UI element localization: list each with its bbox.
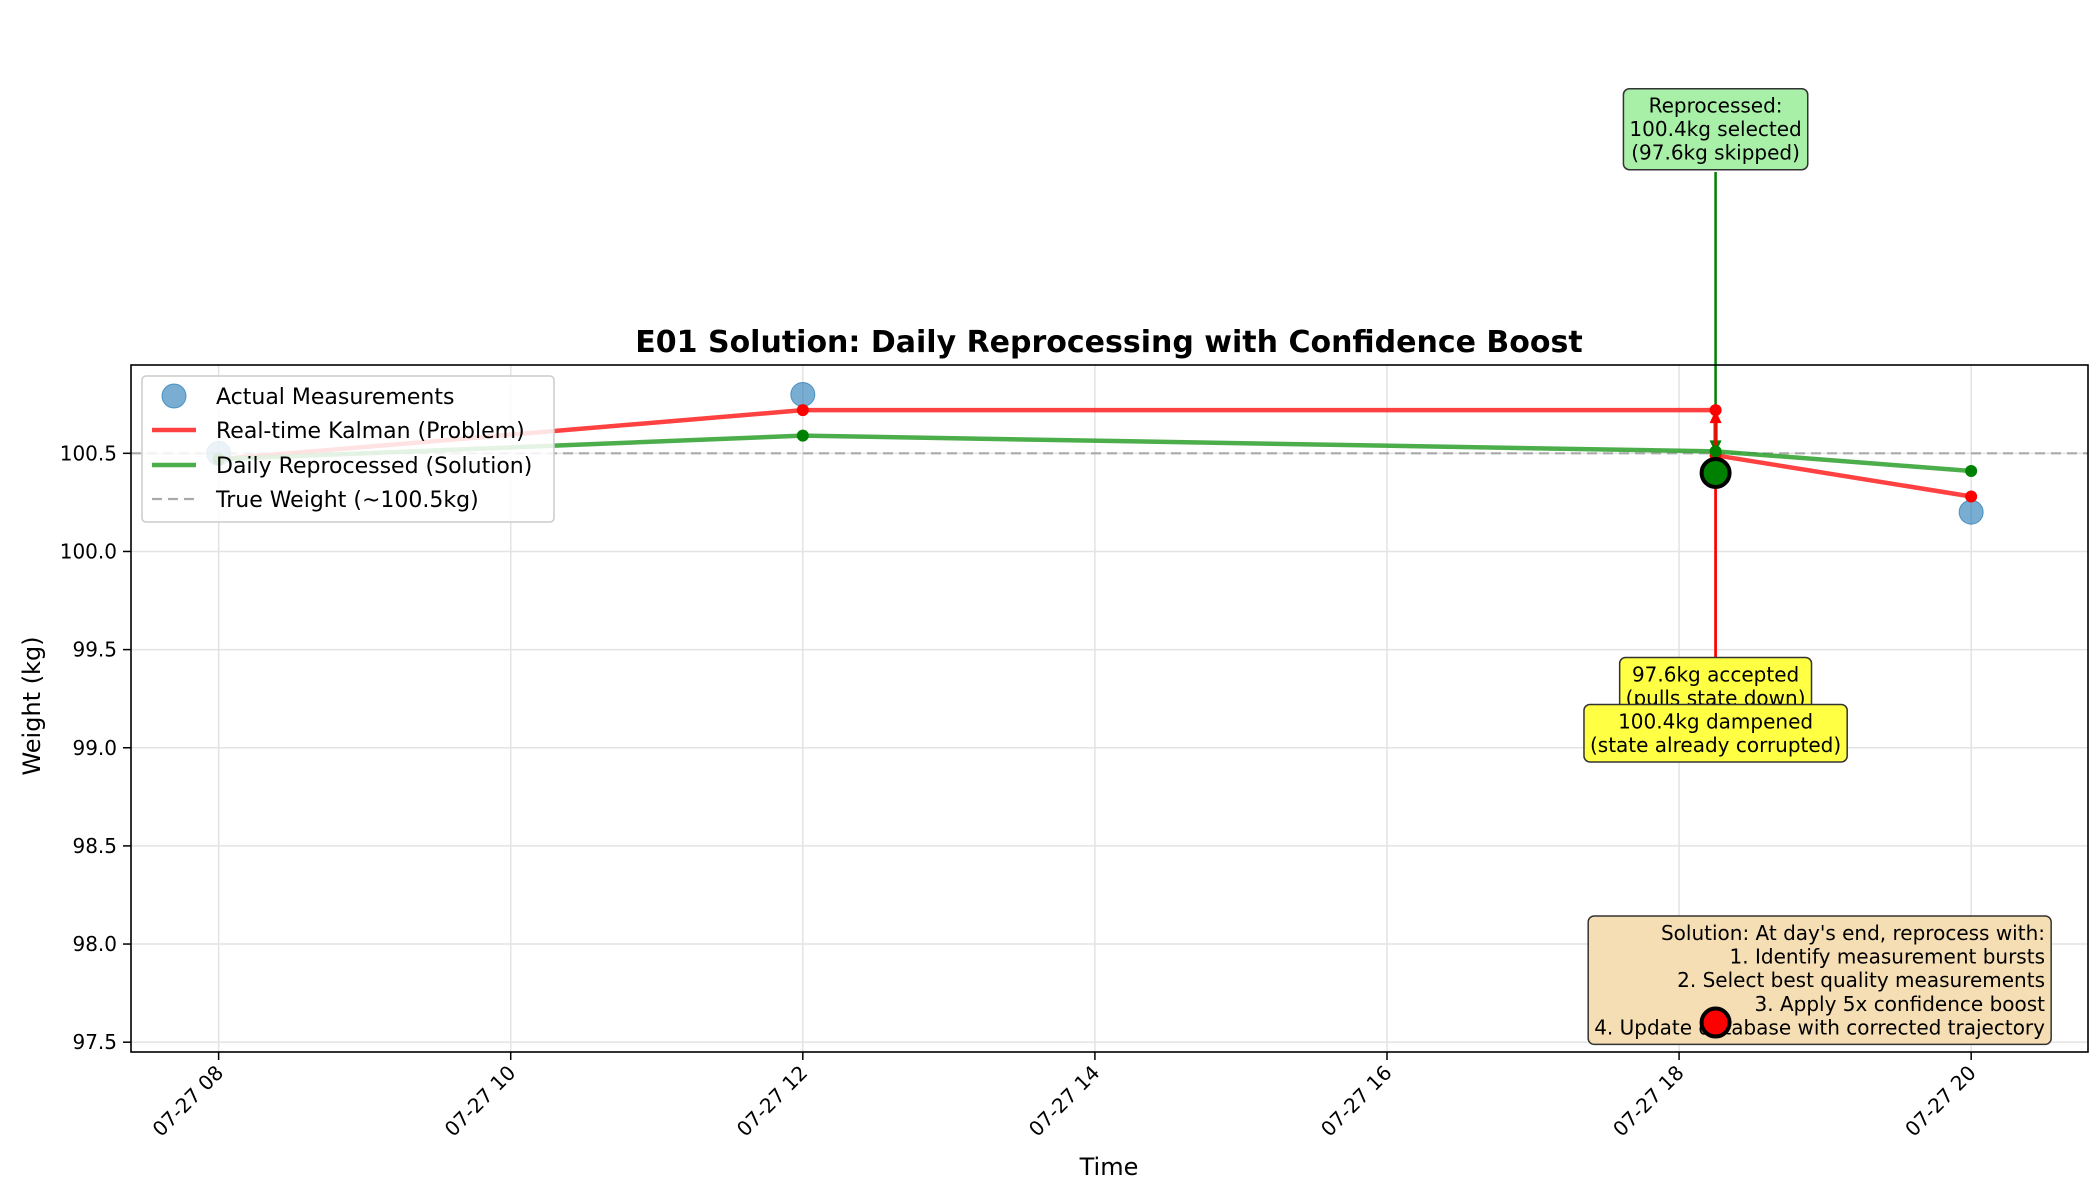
outlier-measurement-marker-top <box>1699 1006 1732 1039</box>
dampened-annotation-line: (state already corrupted) <box>1590 733 1841 757</box>
legend: Actual Measurements Real-time Kalman (Pro… <box>141 375 555 523</box>
y-tick-label: 98.5 <box>72 834 117 858</box>
accepted-annotation: 97.6kg accepted(pulls state down) <box>1618 656 1813 716</box>
daily-reprocessed-point <box>1965 464 1978 477</box>
reprocessed-annotation-line: (97.6kg skipped) <box>1631 141 1800 165</box>
measurement-point <box>1958 499 1984 525</box>
y-axis-label: Weight (kg) <box>18 636 46 775</box>
legend-box <box>141 375 555 523</box>
annotations: Reprocessed:100.4kg selected(97.6kg skip… <box>1583 87 2052 1046</box>
solution-info-box-line: 2. Select best quality measurements <box>1677 968 2045 992</box>
solution-info-box-line: 4. Update database with corrected trajec… <box>1594 1015 2045 1039</box>
solution-info-box: Solution: At day's end, reprocess with:1… <box>1587 915 2052 1046</box>
legend-label: Actual Measurements <box>216 385 454 410</box>
legend-label: True Weight (~100.5kg) <box>215 488 479 513</box>
solution-info-box-line: 1. Identify measurement bursts <box>1730 945 2045 969</box>
reprocessed-annotation: Reprocessed:100.4kg selected(97.6kg skip… <box>1622 87 1809 171</box>
selected-measurement-marker <box>1699 456 1732 489</box>
y-tick-label: 98.0 <box>72 932 117 956</box>
dampened-annotation-line: 100.4kg dampened <box>1618 709 1813 733</box>
daily-reprocessed-point <box>796 429 809 442</box>
accepted-annotation-line: 97.6kg accepted <box>1632 662 1799 686</box>
chart-title: E01 Solution: Daily Reprocessing with Co… <box>635 325 1582 360</box>
daily-reprocessed-point <box>1709 445 1722 458</box>
realtime-kalman-point <box>1965 490 1978 503</box>
y-tick-label: 100.5 <box>60 441 117 465</box>
plot-frame <box>130 364 2089 1053</box>
realtime-kalman-point <box>796 404 809 417</box>
reprocessed-annotation-box <box>1622 87 1809 171</box>
y-tick-label: 100.0 <box>60 539 117 563</box>
measurement-point <box>790 381 816 407</box>
dampened-annotation: 100.4kg dampened(state already corrupted… <box>1583 703 1848 763</box>
reprocessed-annotation-line: 100.4kg selected <box>1629 117 1801 141</box>
x-axis-label: Time <box>1079 1153 1139 1181</box>
y-tick-label: 99.5 <box>72 638 117 662</box>
accepted-arrow-head <box>1709 410 1722 424</box>
legend-marker <box>161 383 187 409</box>
y-tick-label: 99.0 <box>72 736 117 760</box>
legend-label: Real-time Kalman (Problem) <box>216 419 525 444</box>
solution-info-box-line: 3. Apply 5x confidence boost <box>1755 992 2046 1016</box>
dampened-annotation-box <box>1583 703 1848 763</box>
legend-label: Daily Reprocessed (Solution) <box>216 454 532 479</box>
realtime-kalman-point <box>1709 404 1722 417</box>
reprocessed-annotation-line: Reprocessed: <box>1649 94 1783 118</box>
solution-info-box-line: Solution: At day's end, reprocess with: <box>1661 921 2045 945</box>
y-tick-label: 97.5 <box>72 1030 117 1054</box>
